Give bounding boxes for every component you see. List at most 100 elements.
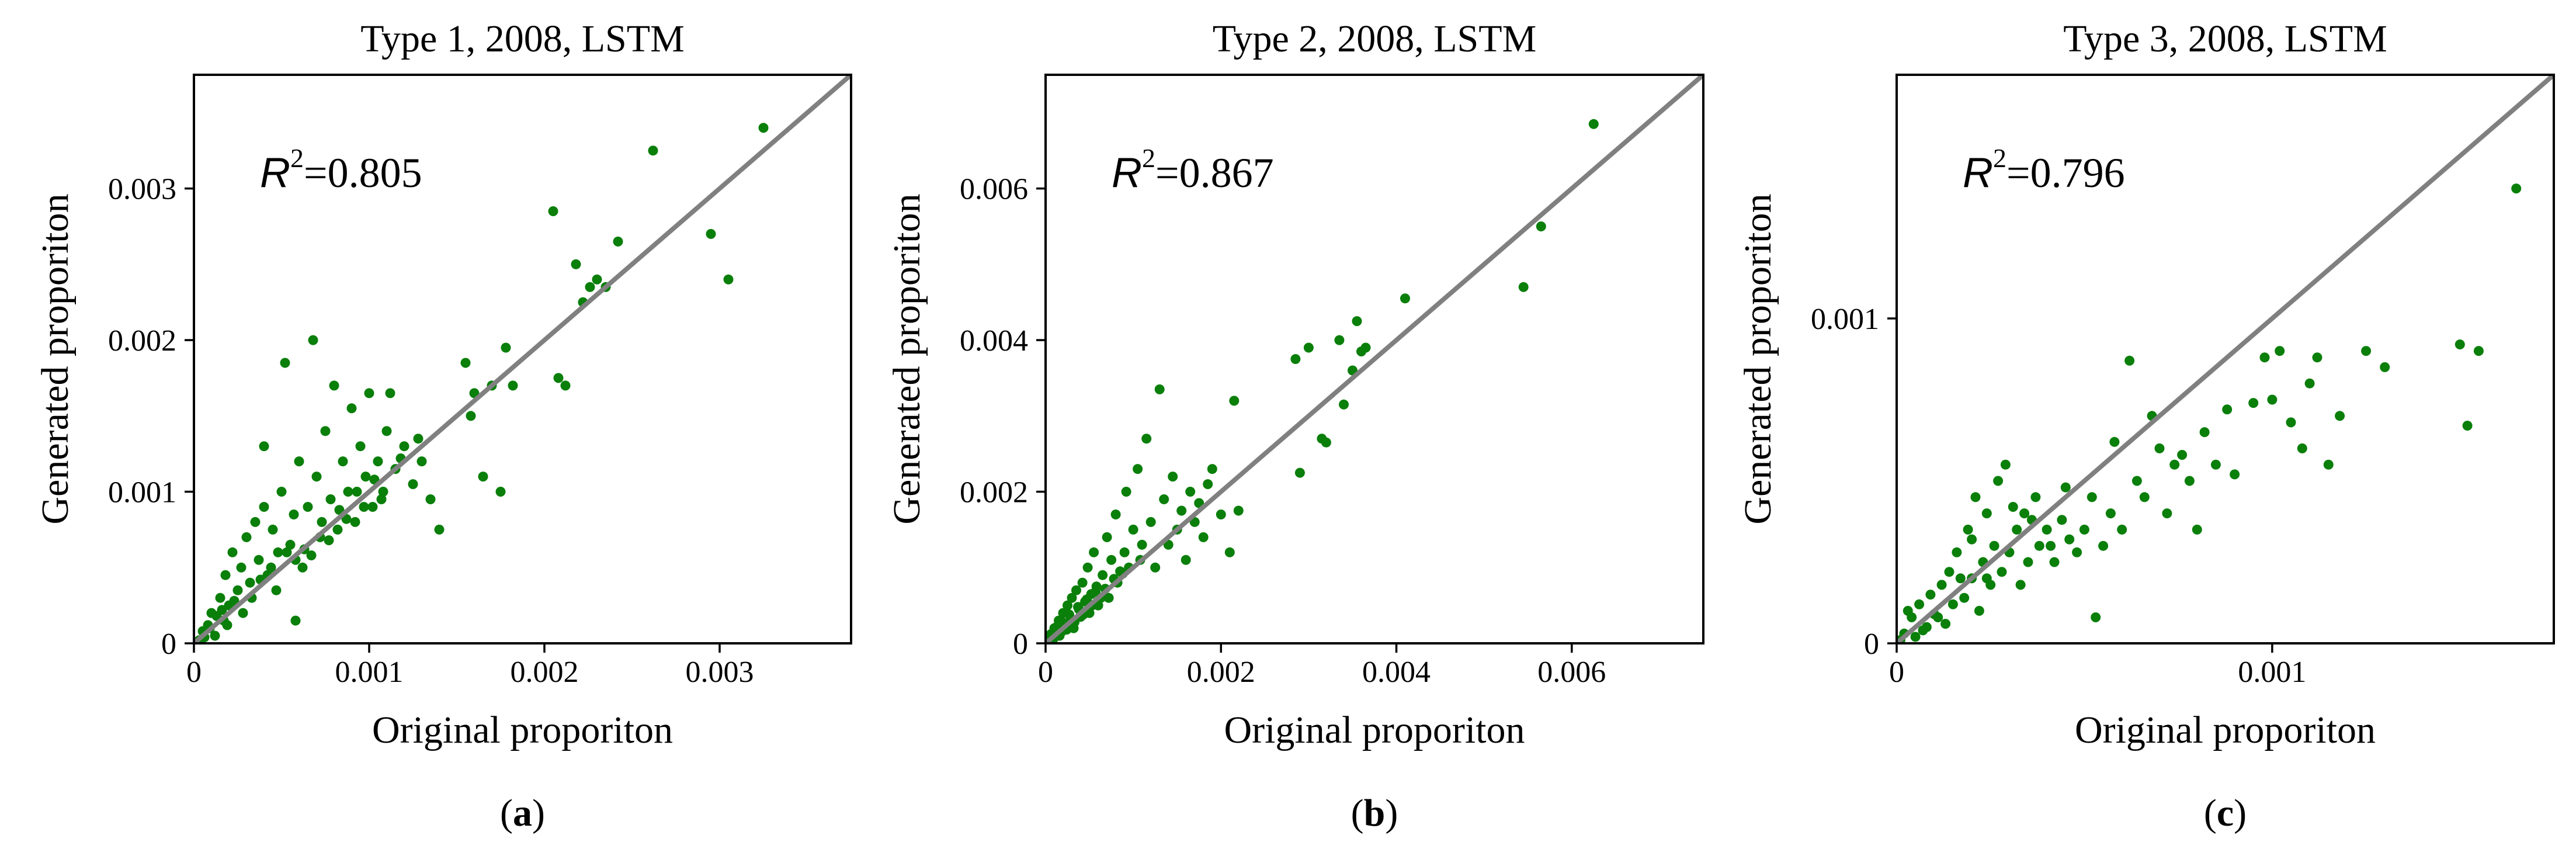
data-point xyxy=(1103,592,1114,603)
panel-label: (a) xyxy=(500,792,545,834)
data-point xyxy=(311,472,322,482)
data-point xyxy=(294,456,304,467)
data-point xyxy=(2105,508,2116,519)
data-point xyxy=(1098,570,1108,580)
data-point xyxy=(1952,547,1962,557)
data-point xyxy=(378,487,388,497)
data-point xyxy=(266,562,276,573)
data-point xyxy=(373,456,383,467)
data-point xyxy=(1168,472,1178,482)
data-point xyxy=(1947,599,1958,609)
data-point xyxy=(285,539,296,550)
data-point xyxy=(2297,443,2307,453)
r2-superscript: 2 xyxy=(290,143,304,173)
r2-annotation: R2=0.805 xyxy=(260,143,422,196)
data-point xyxy=(1233,505,1244,516)
data-point xyxy=(236,562,247,573)
data-point xyxy=(1089,547,1099,557)
data-point xyxy=(381,426,392,436)
chart-title: Type 1, 2008, LSTM xyxy=(360,18,685,60)
data-point xyxy=(2248,398,2259,408)
x-axis-label: Original proporiton xyxy=(1224,709,1525,751)
data-point xyxy=(210,630,220,641)
data-point xyxy=(259,502,269,512)
data-point xyxy=(706,228,716,239)
data-point xyxy=(308,335,318,345)
data-point xyxy=(2222,404,2233,415)
data-point xyxy=(1910,632,1921,642)
data-point xyxy=(215,592,225,603)
panel-a: 0 0.001 0.002 0.003 0 0.001 0.002 0.003 Type 1, … xyxy=(34,18,852,834)
plot-area xyxy=(1897,75,2554,643)
data-point xyxy=(2192,524,2202,535)
data-point xyxy=(592,274,602,285)
data-point xyxy=(1981,573,1992,584)
data-point xyxy=(2012,524,2022,535)
data-point xyxy=(343,487,353,497)
x-axis-label: Original proporiton xyxy=(2075,709,2376,751)
data-point xyxy=(1133,464,1143,474)
data-point xyxy=(1936,580,1947,590)
y-tick-label: 0.006 xyxy=(960,173,1028,206)
data-point xyxy=(2511,183,2522,194)
data-point xyxy=(1997,567,2007,577)
data-point xyxy=(723,274,734,285)
data-point xyxy=(2154,443,2165,453)
data-point xyxy=(1203,479,1213,490)
data-point xyxy=(1981,508,1992,519)
x-tick-label: 0.001 xyxy=(335,656,404,689)
r2-symbol: R xyxy=(1963,150,1993,196)
data-point xyxy=(1150,562,1161,573)
y-tick-label: 0 xyxy=(161,628,176,661)
data-point xyxy=(2042,524,2052,535)
data-point xyxy=(1588,119,1599,129)
data-point xyxy=(413,434,423,444)
data-point xyxy=(2049,557,2060,567)
data-point xyxy=(1073,602,1083,612)
data-point xyxy=(1064,609,1074,620)
panel-label-letter: c xyxy=(2217,792,2234,834)
panel-label-close: ) xyxy=(2234,792,2247,834)
data-point xyxy=(1198,532,1209,542)
data-point xyxy=(346,403,357,414)
data-point xyxy=(2034,540,2044,551)
x-tick-label: 0 xyxy=(1889,656,1904,689)
data-point xyxy=(2323,459,2334,470)
data-point xyxy=(289,510,299,519)
plot-frame xyxy=(1044,74,1704,644)
r2-annotation: R2=0.796 xyxy=(1963,143,2125,196)
x-tick-label: 0.004 xyxy=(1362,656,1431,689)
plot-frame xyxy=(1895,74,2555,644)
data-point xyxy=(2312,352,2322,363)
data-point xyxy=(364,388,374,398)
data-point xyxy=(2259,352,2270,363)
data-point xyxy=(1224,547,1235,557)
data-point xyxy=(1989,540,1999,551)
data-point xyxy=(560,380,571,391)
data-point xyxy=(355,441,366,452)
data-point xyxy=(1154,384,1165,394)
data-point xyxy=(2162,508,2172,519)
data-point xyxy=(1067,592,1077,603)
r2-symbol: R xyxy=(260,150,290,196)
data-point xyxy=(613,236,623,247)
y-axis-label: Generated proporiton xyxy=(34,193,77,524)
data-point xyxy=(282,547,292,557)
data-point xyxy=(2124,355,2135,366)
data-point xyxy=(385,388,395,398)
data-point xyxy=(1176,505,1187,516)
data-point xyxy=(2267,394,2278,405)
plot-frame xyxy=(193,74,852,644)
data-point xyxy=(2117,524,2127,535)
y-tick-label: 0.002 xyxy=(108,324,176,358)
data-point xyxy=(2091,612,2101,622)
y-axis-label: Generated proporiton xyxy=(1737,193,1779,524)
data-point xyxy=(1925,590,1936,600)
data-point xyxy=(241,532,252,542)
data-point xyxy=(553,373,564,383)
data-point xyxy=(585,282,595,292)
data-point xyxy=(303,502,313,512)
data-point xyxy=(1993,476,2004,486)
data-point xyxy=(280,358,290,368)
data-point xyxy=(1294,467,1305,478)
